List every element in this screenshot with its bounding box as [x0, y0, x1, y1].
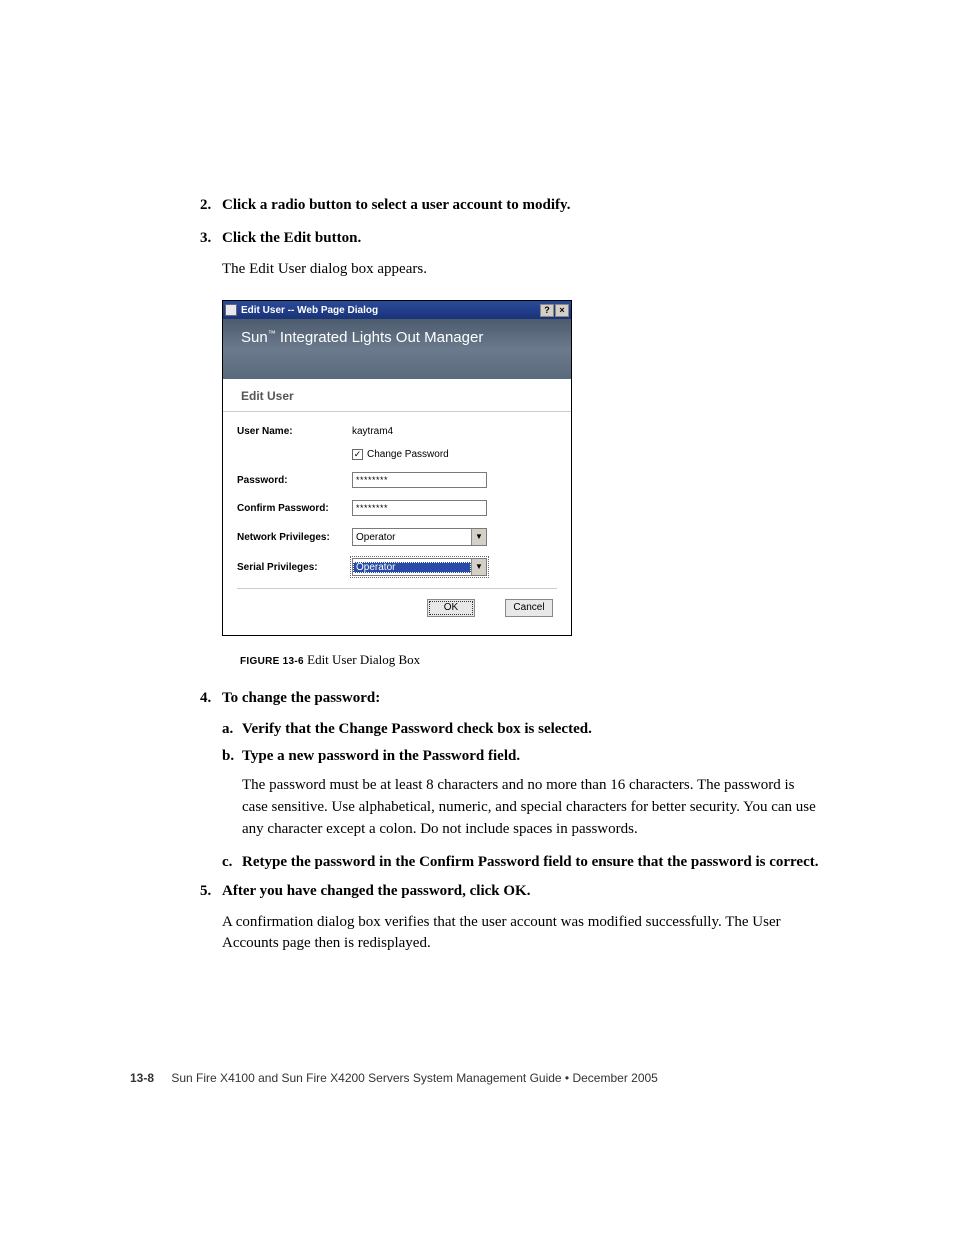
network-privileges-select[interactable]: Operator ▼ — [352, 528, 487, 546]
page-number: 13-8 — [130, 1071, 154, 1085]
row-confirm: Confirm Password: ******** — [237, 500, 557, 516]
label-netpriv: Network Privileges: — [237, 532, 352, 543]
figure-caption: FIGURE 13-6 Edit User Dialog Box — [240, 652, 824, 668]
step-body: A confirmation dialog box verifies that … — [222, 912, 824, 954]
row-netpriv: Network Privileges: Operator ▼ — [237, 528, 557, 546]
figure-text: Edit User Dialog Box — [304, 652, 420, 667]
row-serpriv: Serial Privileges: Operator ▼ — [237, 558, 557, 576]
step-text: To change the password: — [222, 688, 380, 709]
value-username: kaytram4 — [352, 426, 393, 437]
row-username: User Name: kaytram4 — [237, 426, 557, 437]
step-3: 3. Click the Edit button. The Edit User … — [200, 228, 824, 280]
ok-button[interactable]: OK — [427, 599, 475, 617]
substep-letter: a. — [222, 721, 242, 738]
substep-text: Retype the password in the Confirm Passw… — [242, 854, 819, 871]
label-username: User Name: — [237, 426, 352, 437]
substep-text: Verify that the Change Password check bo… — [242, 721, 592, 738]
page-footer: 13-8 Sun Fire X4100 and Sun Fire X4200 S… — [130, 1071, 658, 1085]
step-text: Click a radio button to select a user ac… — [222, 195, 570, 216]
dialog-title: Edit User -- Web Page Dialog — [241, 305, 539, 316]
dialog-banner: Sun™ Integrated Lights Out Manager — [223, 319, 571, 379]
footer-text: Sun Fire X4100 and Sun Fire X4200 Server… — [171, 1071, 657, 1085]
form-area: User Name: kaytram4 ✓ Change Password Pa… — [223, 412, 571, 635]
label-change-password: Change Password — [367, 449, 449, 460]
substep-letter: c. — [222, 854, 242, 871]
substep-4b-body: The password must be at least 8 characte… — [242, 775, 824, 840]
substep-4c: c. Retype the password in the Confirm Pa… — [222, 854, 824, 871]
button-row: OK Cancel — [237, 588, 557, 617]
substep-letter: b. — [222, 748, 242, 765]
step-number: 2. — [200, 195, 222, 216]
banner-text: Sun™ Integrated Lights Out Manager — [241, 329, 483, 346]
window-icon — [225, 304, 237, 316]
label-password: Password: — [237, 475, 352, 486]
step-text: After you have changed the password, cli… — [222, 881, 824, 902]
step-number: 5. — [200, 881, 222, 954]
step-5: 5. After you have changed the password, … — [200, 881, 824, 954]
help-button[interactable]: ? — [540, 304, 554, 317]
label-serpriv: Serial Privileges: — [237, 562, 352, 573]
substep-4b: b. Type a new password in the Password f… — [222, 748, 824, 765]
row-password: Password: ******** — [237, 472, 557, 488]
cancel-button[interactable]: Cancel — [505, 599, 553, 617]
step-body: The Edit User dialog box appears. — [222, 259, 427, 280]
dropdown-arrow-icon: ▼ — [471, 529, 486, 545]
step-text: Click the Edit button. — [222, 228, 427, 249]
confirm-password-input[interactable]: ******** — [352, 500, 487, 516]
step-2: 2. Click a radio button to select a user… — [200, 195, 824, 216]
step-4: 4. To change the password: — [200, 688, 824, 709]
row-change-password: ✓ Change Password — [352, 449, 557, 460]
dropdown-arrow-icon: ▼ — [471, 559, 486, 575]
edit-user-dialog: Edit User -- Web Page Dialog ? × Sun™ In… — [222, 300, 572, 636]
step-number: 4. — [200, 688, 222, 709]
figure-label: FIGURE 13-6 — [240, 656, 304, 667]
change-password-checkbox[interactable]: ✓ — [352, 449, 363, 460]
substep-text: Type a new password in the Password fiel… — [242, 748, 520, 765]
substep-4a: a. Verify that the Change Password check… — [222, 721, 824, 738]
serial-privileges-select[interactable]: Operator ▼ — [352, 558, 487, 576]
dialog-titlebar: Edit User -- Web Page Dialog ? × — [223, 301, 571, 319]
section-header: Edit User — [223, 379, 571, 412]
label-confirm: Confirm Password: — [237, 503, 352, 514]
netpriv-value: Operator — [353, 532, 471, 543]
step-number: 3. — [200, 228, 222, 280]
password-input[interactable]: ******** — [352, 472, 487, 488]
serpriv-value: Operator — [353, 562, 471, 573]
close-button[interactable]: × — [555, 304, 569, 317]
